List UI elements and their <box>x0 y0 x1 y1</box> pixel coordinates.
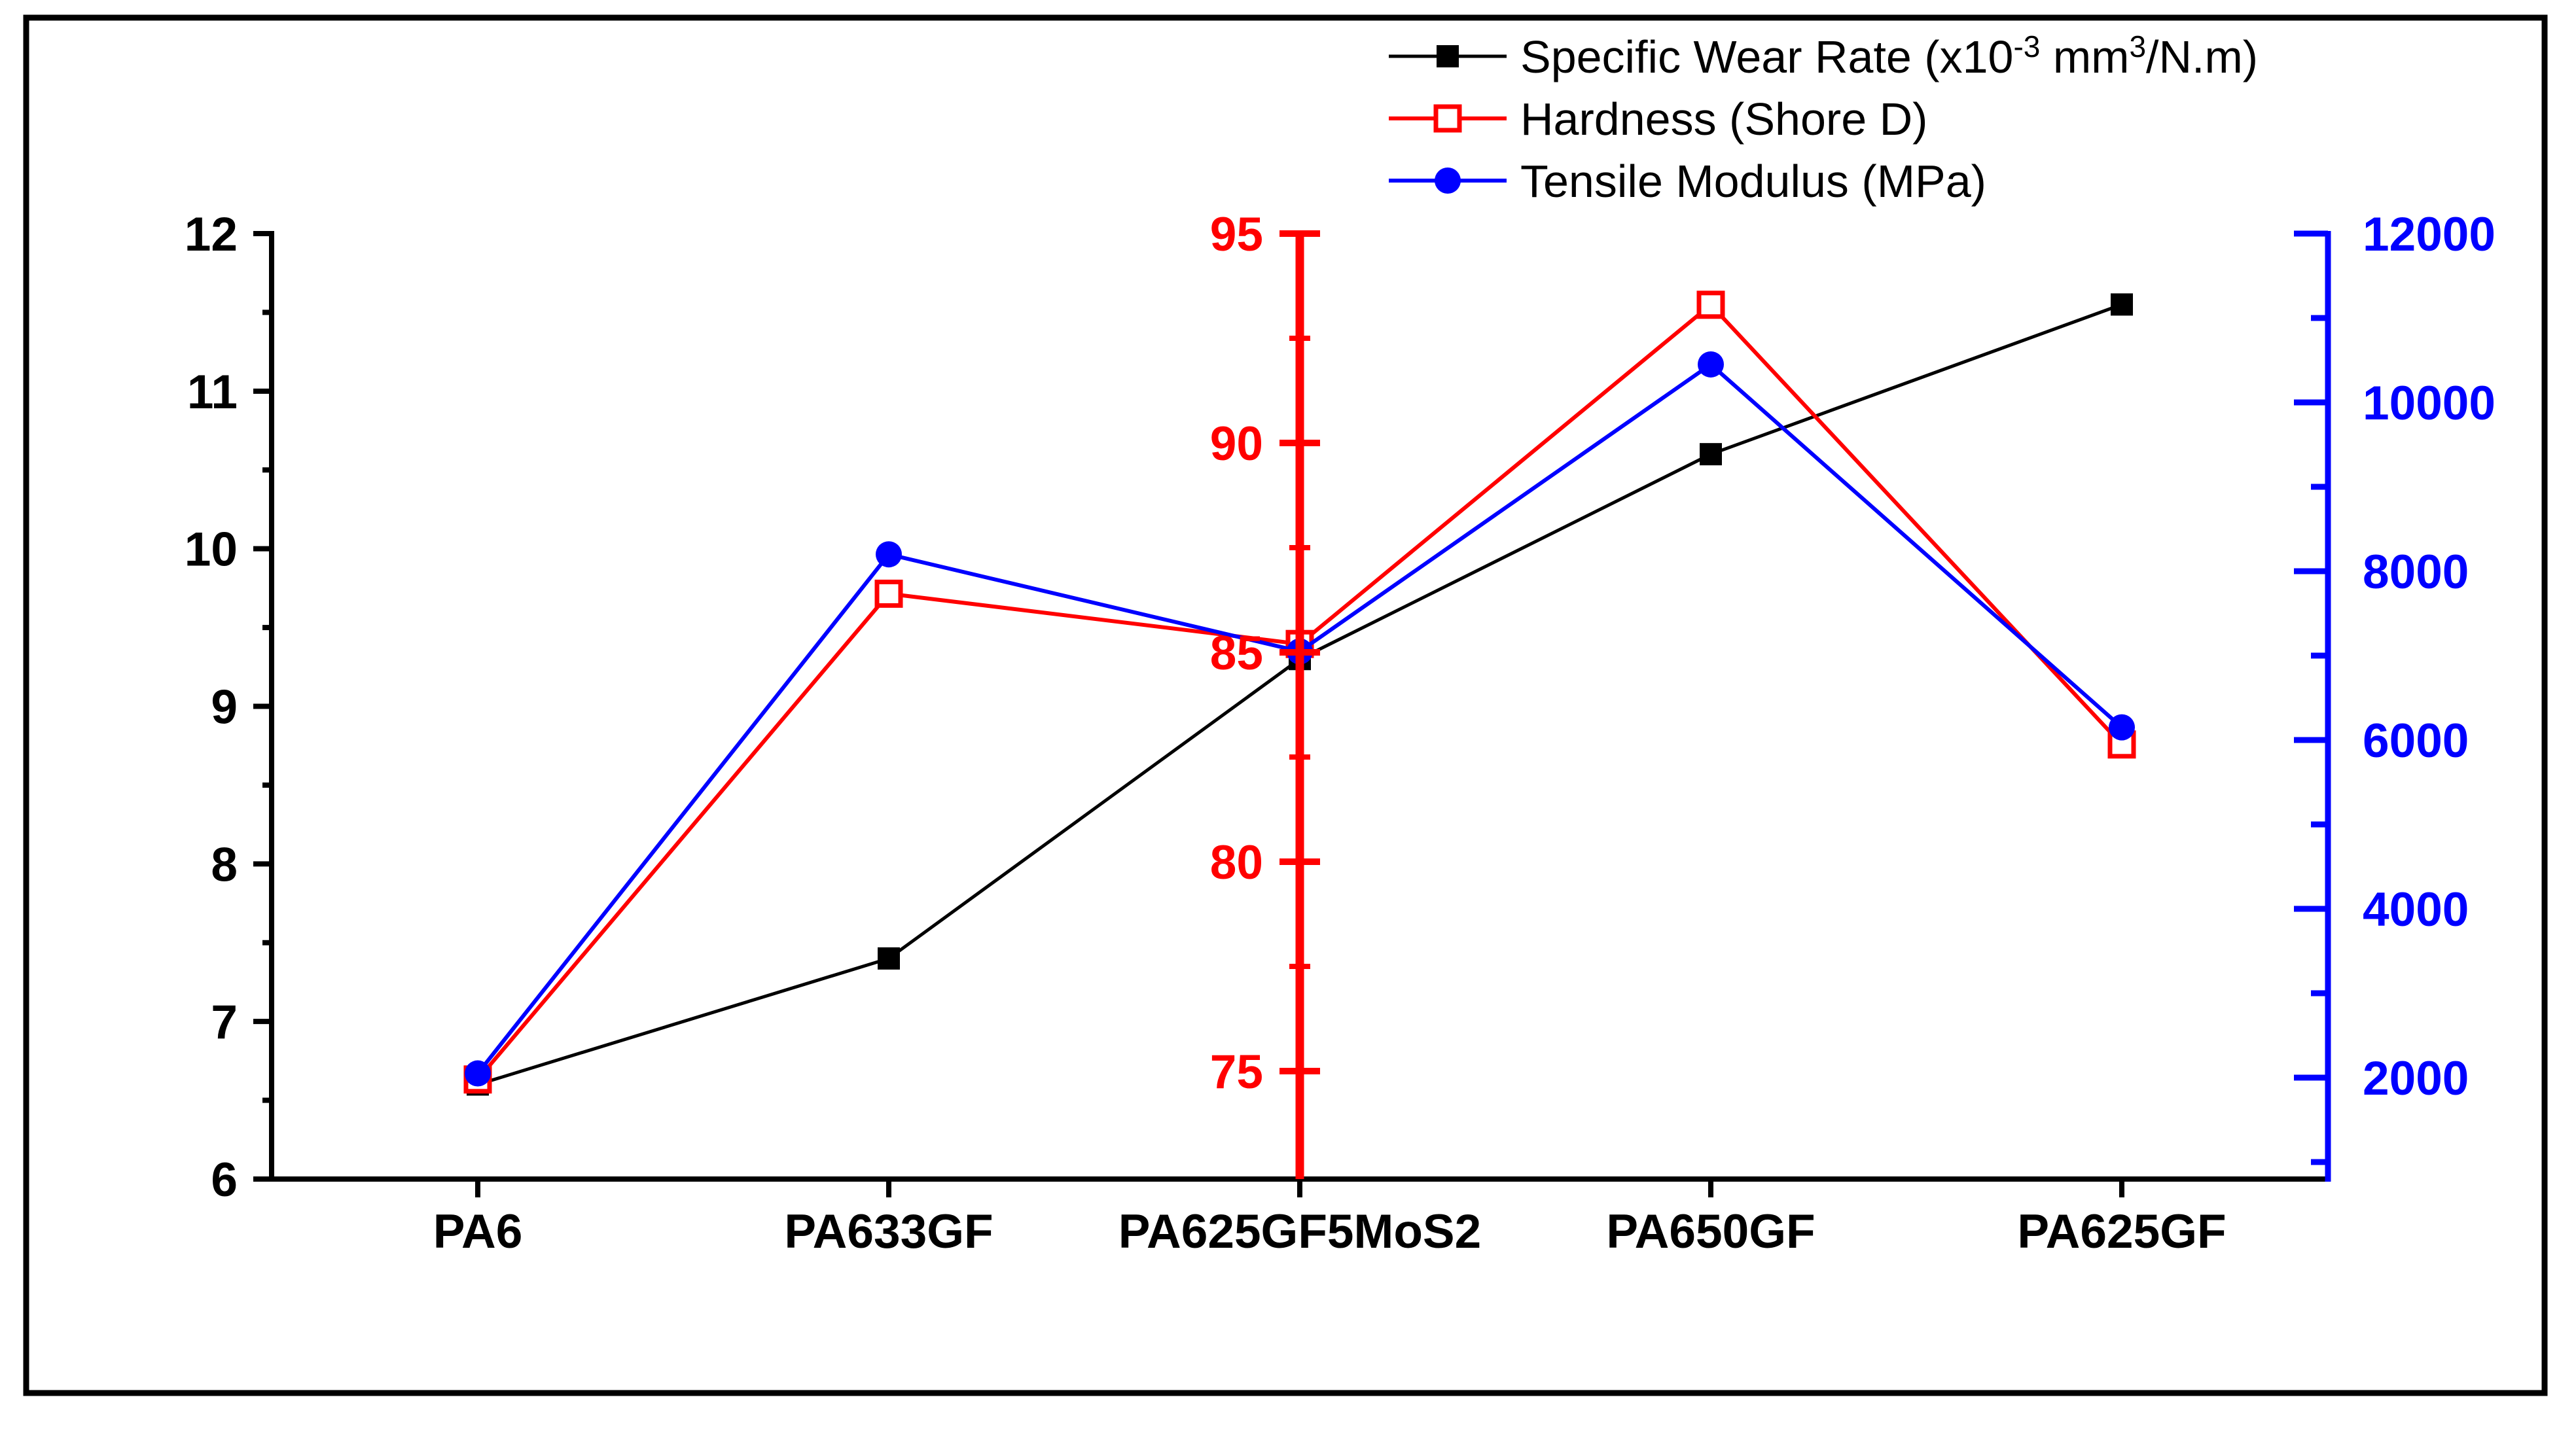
middle-axis-tick-label: 90 <box>1210 417 1263 470</box>
left-axis-tick-label: 8 <box>211 838 238 891</box>
left-axis-tick-label: 7 <box>211 996 238 1049</box>
middle-axis-tick-label: 95 <box>1210 208 1263 261</box>
marker-hardness-PA633GF <box>874 579 903 608</box>
right-axis-tick-label: 4000 <box>2363 883 2469 936</box>
legend-label: Specific Wear Rate (x10-3 mm3/N.m) <box>1520 29 2258 82</box>
left-axis-tick-label: 11 <box>187 366 238 419</box>
legend-label-text: /N.m) <box>2146 31 2258 82</box>
x-category-label: PA6 <box>433 1205 523 1258</box>
left-axis-tick-label: 9 <box>211 681 238 734</box>
legend-label-text: mm <box>2040 31 2129 82</box>
marker-hardness-PA650GF <box>1696 291 1725 319</box>
legend-entry: Hardness (Shore D) <box>1389 94 1927 145</box>
marker-specific-wear-rate-PA650GF <box>1700 443 1722 466</box>
axes-layer: PA6 PA633GF PA625GF5MoS2 PA650GF PA625GF 6 7 8 9… <box>185 208 2496 1258</box>
legend-label-text: Specific Wear Rate (x10 <box>1520 31 2013 82</box>
legend-marker-filled-circle <box>1435 168 1461 194</box>
marker-specific-wear-rate-PA625GF <box>2111 293 2133 316</box>
right-axis-tick-label: 2000 <box>2363 1052 2469 1105</box>
marker-tensile-modulus-PA650GF <box>1698 351 1724 378</box>
legend-label-text: Tensile Modulus (MPa) <box>1520 156 1986 207</box>
x-category-label: PA625GF5MoS2 <box>1118 1205 1481 1258</box>
legend-marker-open-square <box>1433 104 1462 133</box>
middle-axis-tick-label: 75 <box>1210 1046 1263 1099</box>
figure-border <box>23 14 2548 1396</box>
left-axis-tick-label: 10 <box>185 523 238 576</box>
marker-tensile-modulus-PA633GF <box>876 541 902 568</box>
right-axis-tick-label: 12000 <box>2363 208 2496 261</box>
legend-label-superscript: 3 <box>2129 29 2146 63</box>
middle-axis-tick-label: 80 <box>1210 836 1263 889</box>
legend-label: Hardness (Shore D) <box>1520 94 1927 145</box>
left-axis-tick-label: 6 <box>211 1154 238 1207</box>
legend: Specific Wear Rate (x10-3 mm3/N.m) Hardne… <box>1389 29 2258 207</box>
right-axis-tick-label: 6000 <box>2363 714 2469 767</box>
x-category-label: PA633GF <box>784 1205 993 1258</box>
marker-specific-wear-rate-PA633GF <box>878 947 900 970</box>
right-axis-tick-label: 10000 <box>2363 377 2496 430</box>
marker-tensile-modulus-PA625GF <box>2109 714 2135 741</box>
legend-marker-filled-square <box>1437 45 1459 67</box>
marker-tensile-modulus-PA6 <box>465 1060 491 1087</box>
middle-axis-tick-label: 85 <box>1210 627 1263 680</box>
figure-border-layer <box>23 14 2548 1396</box>
legend-label: Tensile Modulus (MPa) <box>1520 156 1986 207</box>
x-category-label: PA650GF <box>1606 1205 1815 1258</box>
legend-entry: Specific Wear Rate (x10-3 mm3/N.m) <box>1389 29 2258 82</box>
legend-entry: Tensile Modulus (MPa) <box>1389 156 1986 207</box>
left-axis-tick-label: 12 <box>185 208 238 261</box>
legend-label-text: Hardness (Shore D) <box>1520 94 1927 145</box>
right-axis-tick-label: 8000 <box>2363 546 2469 599</box>
legend-label-superscript: -3 <box>2013 29 2040 63</box>
x-category-label: PA625GF <box>2017 1205 2226 1258</box>
